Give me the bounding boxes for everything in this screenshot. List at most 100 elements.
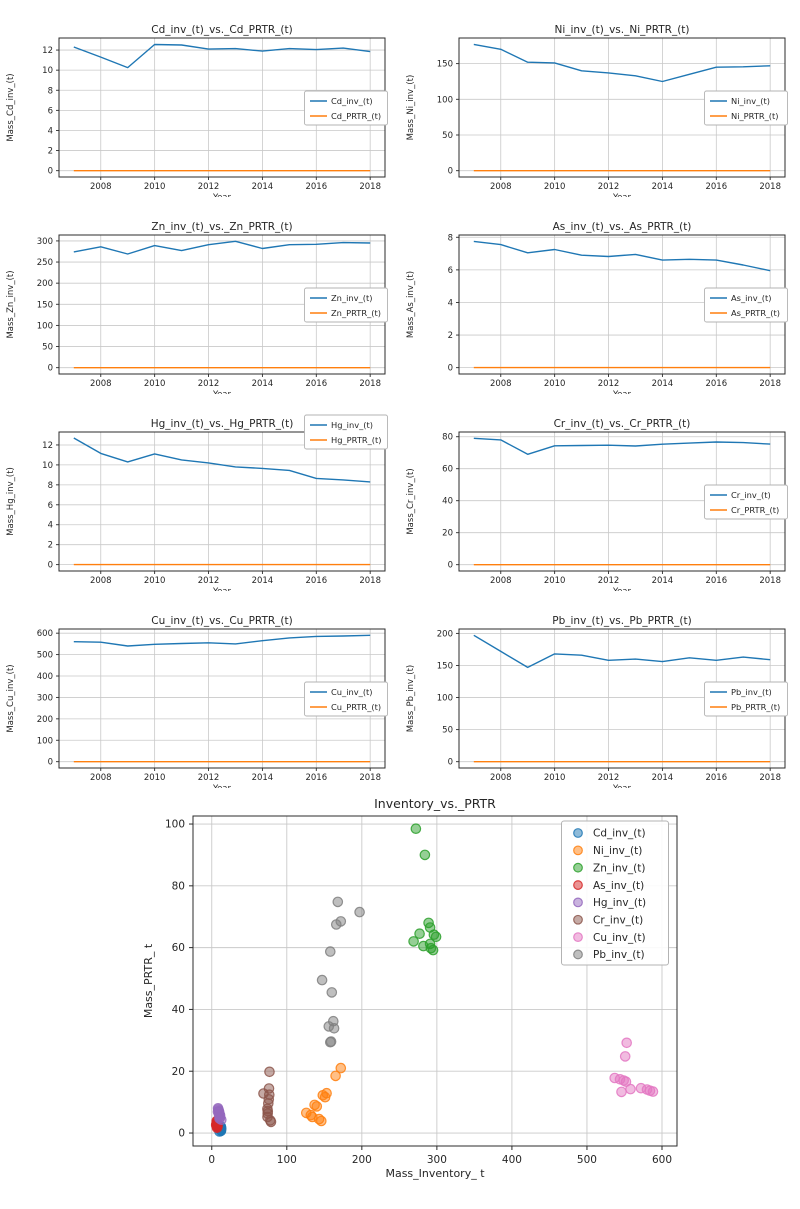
tick-labels: 2008 2010 2012 2014 2016 2018 0 50 100 150	[437, 60, 781, 192]
legend-label: Zn_PRTR_(t)	[331, 308, 381, 318]
legend-label: Zn_inv_(t)	[331, 293, 372, 303]
y-tick-label: 300	[37, 693, 53, 703]
chart-scatter: 0 100 200 300 400 500 600 0 20 40 60 80 100 Inventory…	[0, 788, 800, 1209]
x-tick-label: 2016	[305, 576, 327, 586]
x-tick-label: 2016	[705, 773, 727, 783]
x-tick-label: 2018	[359, 576, 381, 586]
x-tick-label: 2012	[198, 182, 220, 192]
y-tick-label: 500	[37, 651, 53, 661]
line-chart-grid: 2008 2010 2012 2014 2016 2018 0 2 4 6 8 10 12 Cd_inv_…	[0, 0, 800, 794]
legend-marker	[573, 845, 583, 856]
x-tick-label: 2014	[252, 773, 274, 783]
y-tick-label: 12	[42, 46, 53, 56]
x-tick-label: 2014	[652, 379, 674, 389]
scatter-point	[264, 1066, 275, 1078]
y-axis-label: Mass_Hg_inv_(t)	[6, 467, 16, 536]
y-tick-label: 6	[448, 266, 453, 276]
y-axis-label: Mass_Zn_inv_(t)	[6, 270, 16, 338]
y-tick-label: 200	[37, 715, 53, 725]
scatter-series-Zn_inv_(t)	[408, 823, 442, 956]
x-tick-label: 2008	[90, 182, 112, 192]
legend-label: As_inv_(t)	[593, 880, 644, 892]
tick-labels: 2008 2010 2012 2014 2016 2018 0 50 100 150 200	[437, 629, 781, 783]
y-tick-label: 40	[172, 1004, 185, 1016]
y-axis-label: Mass_Ni_inv_(t)	[406, 75, 416, 141]
legend-label: Ni_PRTR_(t)	[731, 111, 779, 121]
x-tick-label: 2012	[198, 576, 220, 586]
chart-title: Hg_inv_(t)_vs._Hg_PRTR_(t)	[151, 418, 294, 430]
x-tick-label: 2010	[144, 182, 166, 192]
y-tick-label: 200	[437, 629, 453, 639]
y-tick-label: 0	[48, 364, 53, 374]
y-axis-label: Mass_Cu_inv_(t)	[6, 664, 16, 732]
chart-cd: 2008 2010 2012 2014 2016 2018 0 2 4 6 8 10 12 Cd_inv_…	[0, 0, 400, 203]
y-tick-label: 250	[37, 258, 53, 268]
y-tick-label: 2	[48, 541, 53, 551]
subplot-cr: 2008 2010 2012 2014 2016 2018 0 20 40 60 80 Cr_inv_…	[400, 394, 800, 597]
legend-label: As_inv_(t)	[731, 293, 772, 303]
tick-labels: 2008 2010 2012 2014 2016 2018 0 100 200 300 400 500…	[37, 629, 381, 783]
scatter-point	[419, 849, 431, 861]
chart-title: Zn_inv_(t)_vs._Zn_PRTR_(t)	[151, 221, 292, 233]
series-line-As_inv_(t)	[473, 240, 771, 272]
legend-label: Ni_inv_(t)	[731, 96, 770, 106]
x-tick-label: 2008	[490, 182, 512, 192]
tick-labels: 2008 2010 2012 2014 2016 2018 0 2 4 6 8	[448, 233, 781, 389]
y-tick-label: 4	[48, 521, 53, 531]
scatter-figure: 0 100 200 300 400 500 600 0 20 40 60 80 100 Inventory…	[0, 788, 800, 1209]
x-tick-label: 2012	[598, 379, 620, 389]
y-axis-label: Mass_Cr_inv_(t)	[406, 468, 416, 534]
y-tick-label: 80	[442, 433, 453, 443]
y-tick-label: 150	[437, 60, 453, 70]
scatter-point	[330, 1070, 341, 1082]
scatter-point	[311, 1101, 323, 1112]
scatter-point	[212, 1106, 224, 1117]
y-tick-label: 4	[48, 126, 53, 136]
x-tick-label: 2018	[759, 773, 781, 783]
x-tick-label: 200	[352, 1154, 372, 1166]
x-tick-label: 2010	[144, 379, 166, 389]
chart-ni: 2008 2010 2012 2014 2016 2018 0 50 100 150 Ni_inv_…	[400, 0, 800, 203]
scatter-point	[414, 928, 425, 939]
x-tick-label: 2014	[652, 576, 674, 586]
series-line-Zn_inv_(t)	[73, 240, 371, 255]
y-tick-label: 0	[448, 758, 453, 768]
y-tick-label: 8	[448, 233, 453, 243]
x-tick-label: 2018	[759, 182, 781, 192]
y-tick-label: 300	[37, 237, 53, 247]
y-tick-label: 0	[48, 561, 53, 571]
legend-marker	[573, 828, 583, 838]
y-tick-label: 100	[37, 736, 53, 746]
series-line-Cr_inv_(t)	[473, 437, 771, 455]
scatter-point	[328, 1023, 340, 1034]
y-tick-label: 100	[437, 95, 453, 105]
x-tick-label: 2010	[544, 379, 566, 389]
x-tick-label: 2016	[705, 182, 727, 192]
scatter-point	[408, 936, 419, 947]
y-tick-label: 50	[42, 343, 53, 353]
scatter-point	[647, 1086, 659, 1097]
y-tick-label: 12	[42, 441, 53, 451]
legend-label: Cr_PRTR_(t)	[731, 505, 779, 515]
legend-label: As_PRTR_(t)	[731, 308, 780, 318]
series-line-Pb_inv_(t)	[473, 634, 771, 669]
legend-label: Pb_inv_(t)	[593, 949, 645, 961]
y-tick-label: 40	[442, 497, 453, 507]
tick-labels: 0 100 200 300 400 500 600 0 20 40 60 80 100	[165, 819, 672, 1166]
subplot-cu: 2008 2010 2012 2014 2016 2018 0 100 200 300 400 500…	[0, 591, 400, 794]
y-tick-label: 600	[37, 629, 53, 639]
y-axis-label: Mass_PRTR_ t	[142, 943, 155, 1018]
y-tick-label: 50	[442, 131, 453, 141]
y-tick-label: 8	[48, 86, 53, 96]
chart-cu: 2008 2010 2012 2014 2016 2018 0 100 200 300 400 500…	[0, 591, 400, 794]
chart-title: Cr_inv_(t)_vs._Cr_PRTR_(t)	[554, 418, 691, 430]
x-tick-label: 100	[277, 1154, 297, 1166]
legend-marker	[573, 897, 583, 908]
x-tick-label: 2016	[705, 379, 727, 389]
scatter-point	[315, 1115, 327, 1127]
x-axis-label: Mass_Inventory_ t	[385, 1167, 485, 1180]
scatter-point	[316, 974, 328, 986]
x-tick-label: 2012	[598, 182, 620, 192]
y-tick-label: 10	[42, 66, 53, 76]
series-line-Cd_inv_(t)	[73, 43, 371, 69]
